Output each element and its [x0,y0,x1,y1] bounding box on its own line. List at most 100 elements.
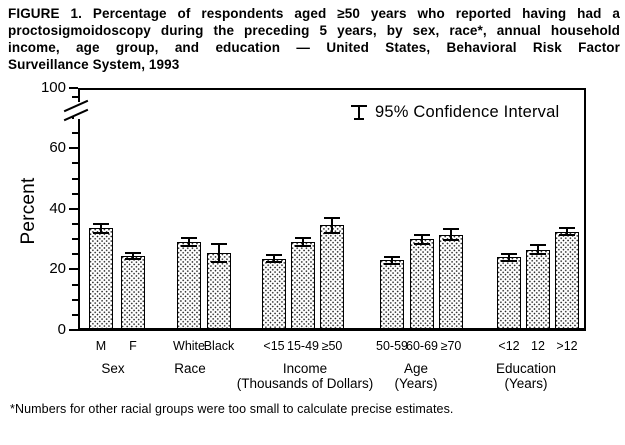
bar-M [89,228,113,328]
y-major-tick [69,87,78,89]
error-bar-cap-top [266,254,282,257]
group-label-line1: Education [495,361,557,376]
error-bar-cap-bottom [501,259,517,262]
legend-label: 95% Confidence Interval [375,103,560,121]
error-bar-stem [391,256,393,264]
group-label: Race [105,361,275,377]
error-bar-cap-bottom [559,234,575,237]
group-label-line1: Sex [101,361,125,376]
group-label: Sex [28,361,198,377]
bar-F [121,255,145,328]
group-label-line1: Age [403,361,429,376]
bar-<12 [497,257,521,328]
error-bar-cap-bottom [93,232,109,235]
x-tick-label: ≥50 [321,339,343,353]
error-bar-icon-cap-bottom [354,118,364,120]
error-bar-cap-top [295,237,311,240]
x-tick-label: <12 [498,339,520,353]
error-bar-stem [331,217,333,234]
axis-break-mask [74,102,84,119]
bar-<15 [262,258,286,328]
error-bar-stem [188,237,190,247]
footnote: *Numbers for other racial groups were to… [10,402,454,416]
error-bar-cap-top [414,233,430,236]
x-tick-label: F [129,339,137,353]
x-tick-label: White [173,339,205,353]
error-bar-icon-stem [358,107,360,118]
error-bar-cap-bottom [181,245,197,248]
error-bar-stem [566,227,568,236]
error-bar-cap-bottom [295,244,311,247]
error-bar-cap-bottom [125,257,141,260]
error-bar-cap-bottom [414,242,430,245]
bar->12 [555,231,579,328]
error-bar-cap-top [384,255,400,258]
bar-Black [207,252,231,328]
y-tick-label: 60 [49,139,66,157]
y-major-tick [69,147,78,150]
error-bar-stem [421,234,423,244]
group-label-line2: (Thousands of Dollars) [236,375,374,391]
bar-White [177,242,201,328]
title-line-2: proctosigmoidoscopy during the preceding… [8,23,620,38]
y-tick-label: 20 [49,260,66,278]
x-tick-label: Black [203,339,235,353]
y-minor-tick [72,96,78,98]
y-minor-tick [72,162,78,165]
y-minor-tick [72,132,78,135]
error-bar-cap-bottom [443,238,459,241]
error-bar-stem [508,253,510,261]
y-major-tick [69,268,78,271]
bar-≥70 [439,234,463,328]
x-tick-label: M [95,339,107,353]
y-minor-tick [72,177,78,180]
x-tick-label: >12 [556,339,578,353]
y-tick-label: 0 [57,321,66,338]
error-bar-cap-bottom [324,232,340,235]
x-tick-label: 12 [531,339,545,353]
bar-12 [526,249,550,328]
error-bar-icon [351,105,367,120]
x-tick-label: ≥70 [440,339,462,353]
y-tick-label: 100 [40,79,66,96]
y-minor-tick [72,222,78,225]
error-bar-icon-cap-top [351,105,367,107]
y-minor-tick [72,313,78,316]
group-label-line2: (Years) [504,375,548,391]
bar-15-49 [291,242,315,328]
error-bar-cap-bottom [384,262,400,265]
title-line-3: income, age group, and education — Unite… [8,40,620,55]
y-major-tick [69,207,78,210]
title-line-4: Surveillance System, 1993 [8,57,180,72]
group-label: Age (Years) [331,361,501,391]
group-label-line1: Race [174,361,206,376]
x-tick-label: 50-59 [376,339,408,353]
error-bar-cap-top [93,222,109,225]
bar-50-59 [380,260,404,328]
bar-≥50 [320,225,344,328]
error-bar-cap-bottom [530,253,546,256]
error-bar-stem [302,238,304,246]
error-bar-cap-top [443,228,459,231]
y-minor-tick [72,238,78,241]
error-bar-stem [537,245,539,255]
error-bar-cap-top [125,251,141,254]
x-tick-label: <15 [263,339,285,353]
figure-title: FIGURE 1. Percentage of respondents aged… [8,5,620,73]
y-major-tick [69,329,78,331]
error-bar-stem [218,243,220,262]
error-bar-cap-top [559,226,575,229]
error-bar-stem [132,252,134,259]
error-bar-stem [273,255,275,263]
error-bar-cap-top [501,252,517,255]
y-minor-tick [72,192,78,195]
bar-60-69 [410,239,434,328]
y-minor-tick [72,253,78,256]
y-minor-tick [72,298,78,301]
plot-box [78,88,586,331]
y-minor-tick [72,283,78,286]
group-label: Income (Thousands of Dollars) [220,361,390,391]
group-label-line1: Income [282,361,328,376]
error-bar-cap-top [324,216,340,219]
